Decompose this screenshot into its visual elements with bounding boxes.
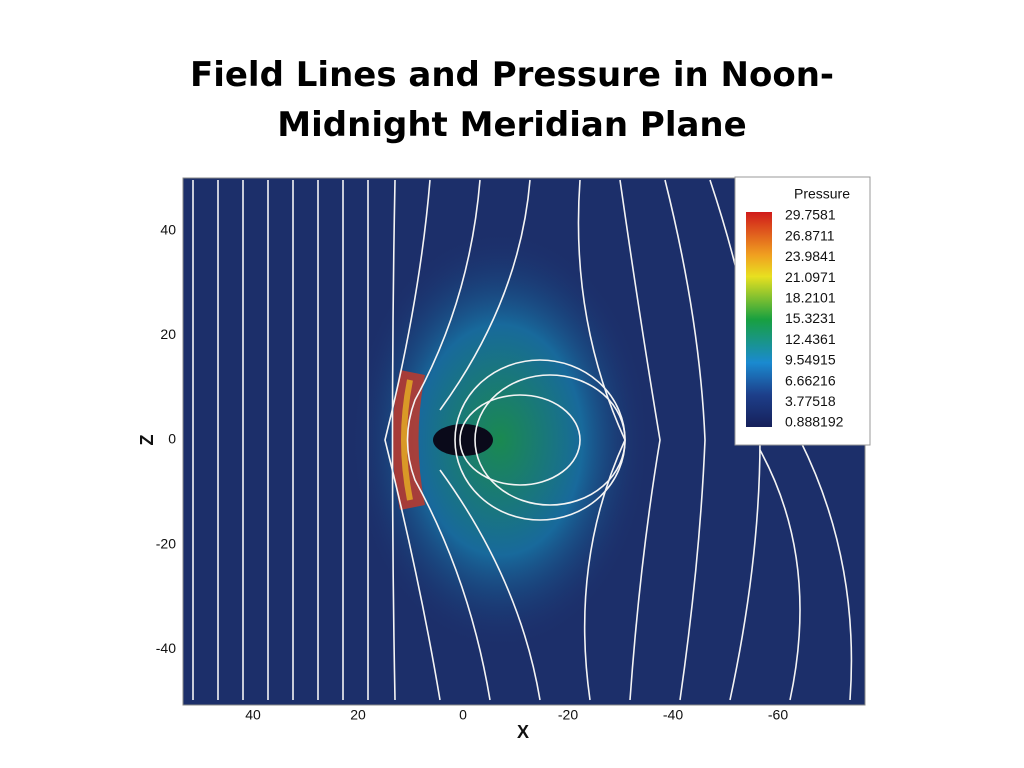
x-tick-label: -60 (768, 707, 788, 723)
y-tick-label: 20 (160, 326, 176, 342)
y-tick-label: -20 (156, 535, 176, 551)
x-tick-label: -40 (663, 707, 683, 723)
legend-level: 21.0971 (785, 269, 836, 285)
pressure-peak (392, 370, 425, 510)
x-tick-label: 0 (459, 707, 467, 723)
legend-level: 29.7581 (785, 207, 836, 223)
y-tick-label: -40 (156, 640, 176, 656)
colorbar (746, 212, 772, 427)
legend-level: 6.66216 (785, 372, 836, 388)
slide-title: Field Lines and Pressure in Noon-Midnigh… (189, 55, 835, 145)
legend-level: 3.77518 (785, 393, 836, 409)
y-tick-label: 40 (160, 222, 176, 238)
legend-level: 0.888192 (785, 414, 844, 430)
legend-title: Pressure (794, 186, 850, 202)
legend-level: 18.2101 (785, 290, 836, 306)
x-tick-label: 20 (350, 707, 366, 723)
legend-level: 9.54915 (785, 352, 836, 368)
earth (433, 424, 493, 456)
legend-level: 15.3231 (785, 310, 836, 326)
x-tick-label: -20 (558, 707, 578, 723)
x-tick-label: 40 (245, 707, 261, 723)
legend-level: 12.4361 (785, 331, 836, 347)
y-axis-label: Z (137, 435, 157, 446)
pressure-ridge (401, 379, 413, 501)
y-tick-label: 0 (168, 431, 176, 447)
legend-level: 26.8711 (785, 227, 835, 243)
legend-level: 23.9841 (785, 248, 836, 264)
pressure-field (350, 230, 650, 650)
x-axis-label: X (517, 722, 529, 742)
field-lines (192, 179, 853, 701)
